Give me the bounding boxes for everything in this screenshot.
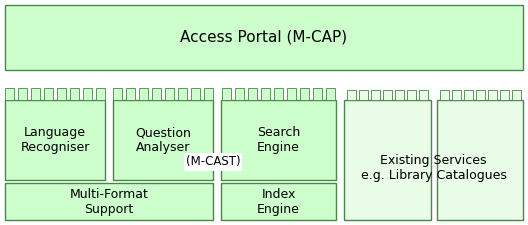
Text: Existing Services
e.g. Library Catalogues: Existing Services e.g. Library Catalogue… xyxy=(361,154,506,182)
Bar xyxy=(57,88,66,100)
Bar xyxy=(5,88,14,100)
Bar xyxy=(165,88,174,100)
Bar xyxy=(419,90,428,100)
Bar xyxy=(300,88,309,100)
Bar xyxy=(178,88,187,100)
Bar xyxy=(31,88,40,100)
Bar xyxy=(464,90,473,100)
Bar xyxy=(5,100,105,180)
Text: (M-CAST): (M-CAST) xyxy=(186,155,240,169)
Bar xyxy=(437,100,523,220)
Bar xyxy=(347,90,356,100)
Bar xyxy=(313,88,322,100)
Text: Question
Analyser: Question Analyser xyxy=(135,126,191,154)
Bar xyxy=(18,88,27,100)
Bar xyxy=(395,90,404,100)
Bar xyxy=(44,88,53,100)
Bar xyxy=(191,88,200,100)
Bar xyxy=(70,88,79,100)
Bar xyxy=(451,90,460,100)
Bar xyxy=(126,88,135,100)
Bar xyxy=(407,90,416,100)
Bar xyxy=(221,100,336,180)
Bar xyxy=(512,90,521,100)
Bar xyxy=(248,88,257,100)
Bar xyxy=(96,88,105,100)
Bar xyxy=(139,88,148,100)
Bar xyxy=(476,90,485,100)
Bar xyxy=(113,88,122,100)
Text: Language
Recogniser: Language Recogniser xyxy=(20,126,90,154)
Bar xyxy=(487,90,496,100)
Bar xyxy=(261,88,270,100)
Bar xyxy=(83,88,92,100)
Text: Search
Engine: Search Engine xyxy=(257,126,300,154)
Bar xyxy=(221,183,336,220)
Bar xyxy=(371,90,380,100)
Bar xyxy=(113,100,213,180)
Bar xyxy=(499,90,508,100)
Text: Access Portal (M-CAP): Access Portal (M-CAP) xyxy=(181,30,347,45)
Bar xyxy=(439,90,448,100)
Text: Multi-Format
Support: Multi-Format Support xyxy=(70,187,148,216)
Bar xyxy=(5,5,523,70)
Bar xyxy=(326,88,335,100)
Bar xyxy=(274,88,283,100)
Bar xyxy=(204,88,213,100)
Bar xyxy=(287,88,296,100)
Text: Index
Engine: Index Engine xyxy=(257,187,300,216)
Bar xyxy=(383,90,392,100)
Bar xyxy=(359,90,368,100)
Bar xyxy=(344,100,431,220)
Bar xyxy=(235,88,244,100)
Bar xyxy=(152,88,161,100)
Bar xyxy=(222,88,231,100)
Bar xyxy=(5,183,213,220)
